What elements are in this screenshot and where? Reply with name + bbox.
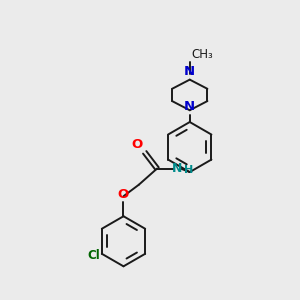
Text: H: H (184, 165, 193, 175)
Text: O: O (118, 188, 129, 201)
Text: N: N (184, 100, 195, 113)
Text: O: O (131, 138, 142, 151)
Text: CH₃: CH₃ (191, 48, 213, 61)
Text: N: N (184, 65, 195, 78)
Text: Cl: Cl (88, 249, 100, 262)
Text: N: N (172, 162, 182, 175)
